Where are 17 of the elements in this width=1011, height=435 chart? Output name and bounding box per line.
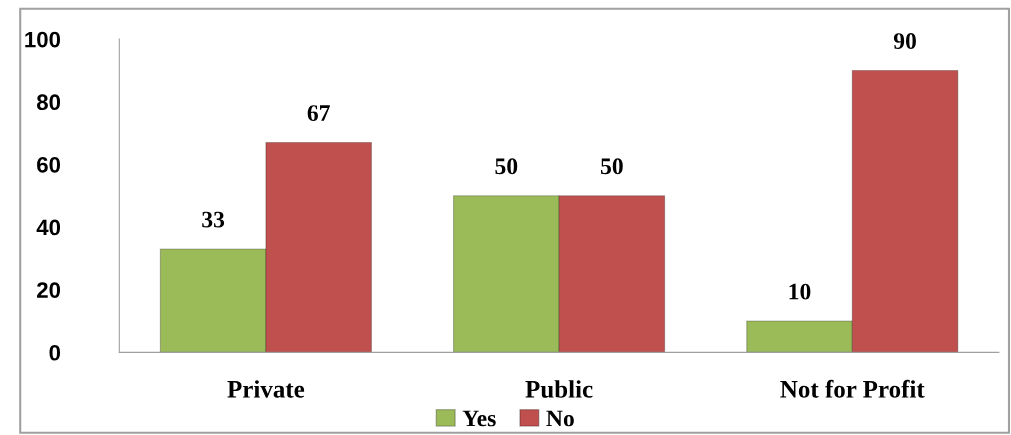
data-label: 33: [202, 211, 225, 228]
x-tick-label: Public: [525, 380, 593, 398]
legend-label: No: [546, 410, 574, 427]
data-label: 90: [893, 33, 916, 50]
data-label: 50: [601, 158, 623, 175]
legend-label: Yes: [462, 410, 496, 427]
y-tick-label: 0: [49, 344, 61, 361]
y-tick-label: 20: [37, 282, 61, 298]
x-tick-label: Private: [227, 380, 305, 398]
y-tick-label: 80: [36, 94, 61, 111]
x-tick-label: Not for Profit: [780, 379, 925, 398]
data-label: 50: [495, 158, 518, 175]
y-tick-label: 40: [36, 219, 61, 236]
y-tick-label: 100: [25, 31, 61, 48]
y-tick-label: 60: [37, 156, 61, 173]
data-label: 10: [789, 283, 811, 300]
data-label: 67: [307, 105, 330, 122]
